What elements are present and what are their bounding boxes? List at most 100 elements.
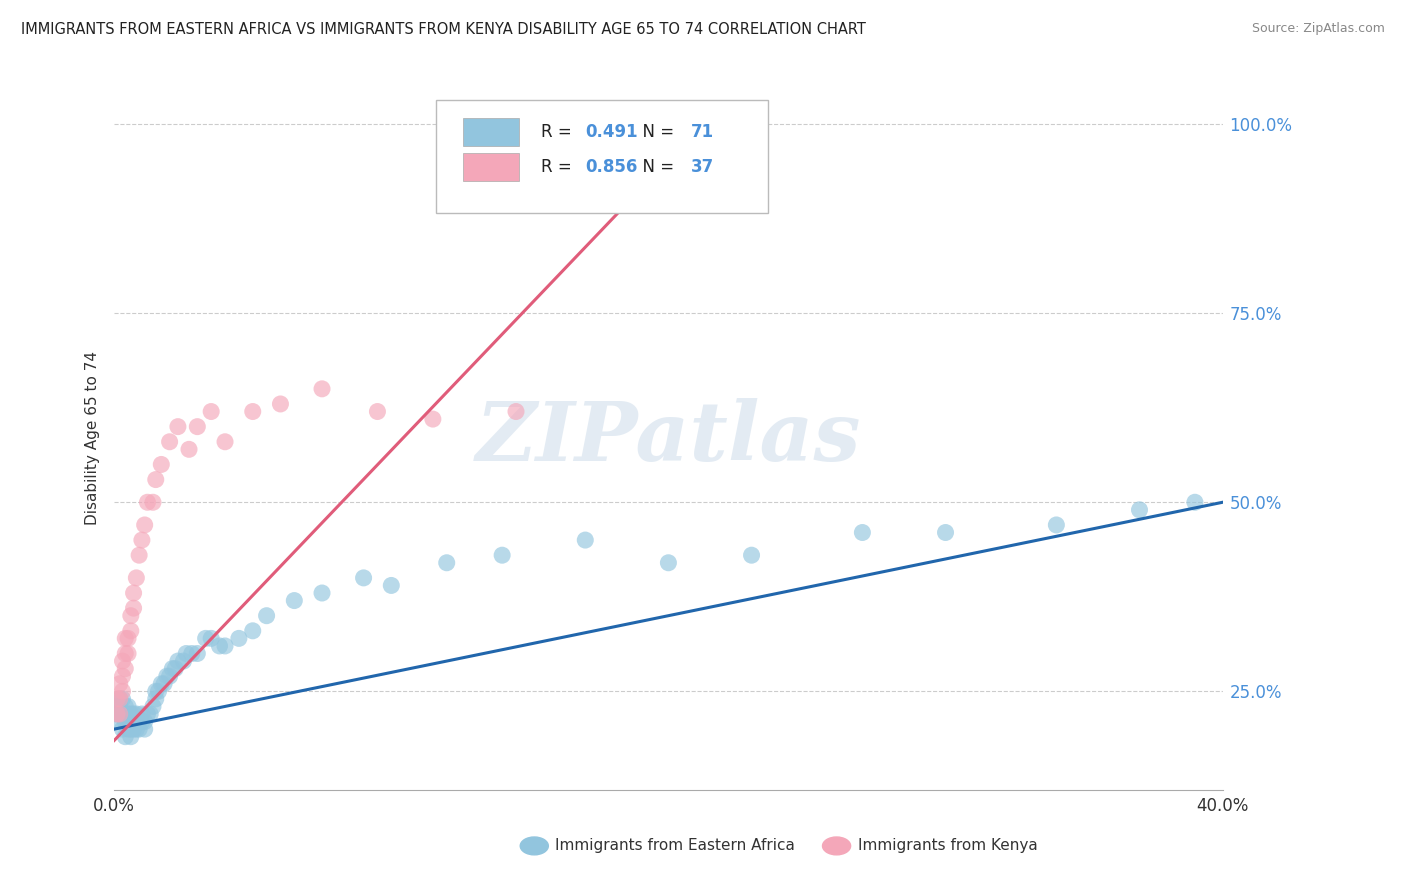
- Point: [162, 662, 184, 676]
- Point: [422, 412, 444, 426]
- Point: [1128, 503, 1150, 517]
- Point: [505, 404, 527, 418]
- Point: [134, 722, 156, 736]
- Point: [120, 730, 142, 744]
- Point: [117, 699, 139, 714]
- Point: [131, 706, 153, 721]
- Point: [134, 518, 156, 533]
- Point: [156, 669, 179, 683]
- Point: [108, 706, 131, 721]
- Point: [125, 722, 148, 736]
- Text: 37: 37: [690, 158, 714, 177]
- Text: Source: ZipAtlas.com: Source: ZipAtlas.com: [1251, 22, 1385, 36]
- Point: [851, 525, 873, 540]
- Point: [1184, 495, 1206, 509]
- Point: [1045, 518, 1067, 533]
- Point: [153, 677, 176, 691]
- Point: [200, 404, 222, 418]
- Point: [122, 714, 145, 729]
- Point: [142, 699, 165, 714]
- Point: [174, 647, 197, 661]
- Point: [353, 571, 375, 585]
- Point: [105, 699, 128, 714]
- Text: Immigrants from Eastern Africa: Immigrants from Eastern Africa: [555, 838, 796, 854]
- Point: [159, 669, 181, 683]
- Point: [142, 495, 165, 509]
- Text: N =: N =: [631, 158, 679, 177]
- Point: [128, 714, 150, 729]
- Point: [145, 473, 167, 487]
- Point: [150, 677, 173, 691]
- Point: [120, 624, 142, 638]
- Point: [105, 714, 128, 729]
- Point: [111, 684, 134, 698]
- Point: [131, 533, 153, 547]
- Text: IMMIGRANTS FROM EASTERN AFRICA VS IMMIGRANTS FROM KENYA DISABILITY AGE 65 TO 74 : IMMIGRANTS FROM EASTERN AFRICA VS IMMIGR…: [21, 22, 866, 37]
- Text: R =: R =: [541, 123, 576, 141]
- Point: [114, 647, 136, 661]
- Point: [934, 525, 956, 540]
- Point: [574, 533, 596, 547]
- Point: [114, 699, 136, 714]
- Point: [111, 691, 134, 706]
- Point: [186, 647, 208, 661]
- Point: [108, 699, 131, 714]
- Y-axis label: Disability Age 65 to 74: Disability Age 65 to 74: [86, 351, 100, 525]
- Text: N =: N =: [631, 123, 679, 141]
- Point: [120, 706, 142, 721]
- Point: [114, 714, 136, 729]
- Text: 0.856: 0.856: [585, 158, 638, 177]
- Point: [128, 722, 150, 736]
- Point: [214, 639, 236, 653]
- Point: [108, 691, 131, 706]
- Point: [145, 684, 167, 698]
- Point: [111, 706, 134, 721]
- Point: [136, 495, 159, 509]
- Text: Immigrants from Kenya: Immigrants from Kenya: [858, 838, 1038, 854]
- Point: [150, 458, 173, 472]
- FancyBboxPatch shape: [436, 101, 768, 213]
- Point: [105, 691, 128, 706]
- Point: [167, 654, 190, 668]
- Point: [120, 608, 142, 623]
- Point: [117, 714, 139, 729]
- Point: [114, 706, 136, 721]
- Point: [242, 624, 264, 638]
- Point: [186, 419, 208, 434]
- Point: [228, 632, 250, 646]
- Point: [380, 578, 402, 592]
- Point: [194, 632, 217, 646]
- Point: [111, 654, 134, 668]
- Point: [136, 706, 159, 721]
- Point: [180, 647, 202, 661]
- Point: [122, 722, 145, 736]
- Point: [122, 586, 145, 600]
- Point: [242, 404, 264, 418]
- Point: [200, 632, 222, 646]
- Point: [366, 404, 388, 418]
- FancyBboxPatch shape: [464, 153, 519, 181]
- Point: [167, 419, 190, 434]
- Point: [120, 714, 142, 729]
- Point: [177, 442, 200, 457]
- Point: [134, 714, 156, 729]
- Point: [114, 662, 136, 676]
- Text: R =: R =: [541, 158, 576, 177]
- Point: [311, 586, 333, 600]
- Point: [159, 434, 181, 449]
- Text: 0.491: 0.491: [585, 123, 638, 141]
- Point: [148, 684, 170, 698]
- Point: [105, 706, 128, 721]
- Point: [117, 706, 139, 721]
- Point: [125, 571, 148, 585]
- Point: [125, 714, 148, 729]
- Point: [208, 639, 231, 653]
- Text: 71: 71: [690, 123, 714, 141]
- Point: [172, 654, 194, 668]
- Point: [105, 706, 128, 721]
- Point: [117, 647, 139, 661]
- Point: [108, 677, 131, 691]
- Point: [111, 722, 134, 736]
- Point: [125, 706, 148, 721]
- Point: [139, 706, 162, 721]
